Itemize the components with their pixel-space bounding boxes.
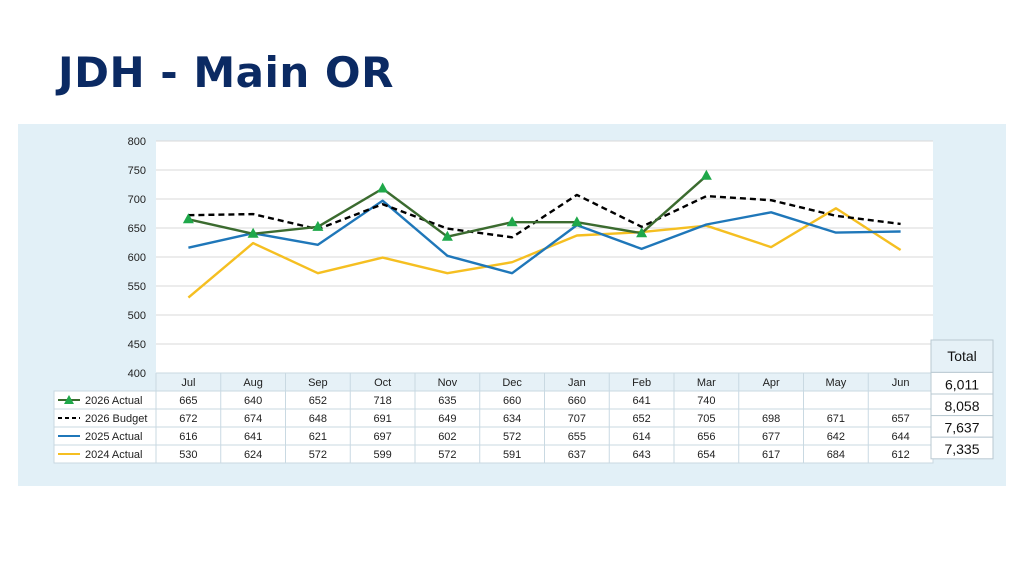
table-cell: 665 <box>179 395 197 407</box>
table-cell: 660 <box>503 395 521 407</box>
data-point-marker <box>700 169 712 180</box>
totals-value: 6,011 <box>945 376 979 392</box>
table-cell: 654 <box>697 449 715 461</box>
y-tick-label: 500 <box>128 310 146 322</box>
table-cell: 617 <box>762 449 780 461</box>
x-tick-label: Oct <box>374 377 391 389</box>
table-cell: 705 <box>697 413 715 425</box>
table-cell: 640 <box>244 395 262 407</box>
table-cell: 648 <box>309 413 327 425</box>
y-tick-label: 600 <box>128 252 146 264</box>
table-cell: 643 <box>632 449 650 461</box>
x-tick-label: Sep <box>308 377 328 389</box>
x-tick-label: Jul <box>181 377 195 389</box>
data-point-marker <box>312 220 324 231</box>
table-cell: 691 <box>373 413 391 425</box>
table-cell: 718 <box>373 395 391 407</box>
table-cell: 599 <box>373 449 391 461</box>
x-tick-label: Mar <box>697 377 716 389</box>
table-cell: 707 <box>568 413 586 425</box>
table-cell: 591 <box>503 449 521 461</box>
table-cell: 614 <box>632 431 650 443</box>
table-cell: 677 <box>762 431 780 443</box>
table-cell: 530 <box>179 449 197 461</box>
table-cell: 634 <box>503 413 521 425</box>
y-tick-label: 450 <box>128 339 146 351</box>
data-point-marker <box>571 216 583 227</box>
data-point-marker <box>636 227 648 238</box>
x-tick-label: May <box>825 377 846 389</box>
data-point-marker <box>441 230 453 241</box>
table-cell: 652 <box>632 413 650 425</box>
x-tick-label: Nov <box>438 377 458 389</box>
totals-value: 7,335 <box>944 441 979 457</box>
x-tick-label: Apr <box>763 377 780 389</box>
legend-entry: 2025 Actual <box>85 431 143 443</box>
table-cell: 672 <box>179 413 197 425</box>
table-cell: 642 <box>827 431 845 443</box>
table-cell: 656 <box>697 431 715 443</box>
legend-marker <box>64 395 74 404</box>
series-line <box>188 193 901 239</box>
table-cell: 572 <box>503 431 521 443</box>
table-cell: 637 <box>568 449 586 461</box>
data-point-marker <box>247 227 259 238</box>
table-cell: 652 <box>309 395 327 407</box>
table-cell: 671 <box>827 413 845 425</box>
table-cell: 616 <box>179 431 197 443</box>
table-cell: 641 <box>632 395 650 407</box>
data-point-marker <box>377 182 389 193</box>
table-cell: 602 <box>438 431 456 443</box>
table-cell: 644 <box>891 431 909 443</box>
x-tick-label: Aug <box>243 377 263 389</box>
legend-entry: 2026 Budget <box>85 413 147 425</box>
totals-cell <box>930 436 994 460</box>
table-cell: 612 <box>891 449 909 461</box>
table-cell: 655 <box>568 431 586 443</box>
table-cell: 572 <box>309 449 327 461</box>
totals-header: Total <box>947 348 977 364</box>
data-point-marker <box>182 213 194 224</box>
x-tick-label: Jun <box>892 377 910 389</box>
x-tick-label: Feb <box>632 377 651 389</box>
y-tick-label: 400 <box>128 368 146 380</box>
table-cell: 660 <box>568 395 586 407</box>
table-cell: 740 <box>697 395 715 407</box>
table-cell: 674 <box>244 413 262 425</box>
series-line <box>188 199 901 275</box>
data-point-marker <box>506 216 518 227</box>
table-cell: 621 <box>309 431 327 443</box>
table-cell: 697 <box>373 431 391 443</box>
totals-value: 7,637 <box>944 420 979 436</box>
x-tick-label: Jan <box>568 377 586 389</box>
table-cell: 635 <box>438 395 456 407</box>
table-cell: 624 <box>244 449 262 461</box>
table-cell: 572 <box>438 449 456 461</box>
y-tick-label: 650 <box>128 223 146 235</box>
legend-entry: 2024 Actual <box>85 449 143 461</box>
table-cell: 657 <box>891 413 909 425</box>
x-tick-label: Dec <box>502 377 522 389</box>
totals-value: 8,058 <box>944 398 979 414</box>
table-cell: 641 <box>244 431 262 443</box>
table-cell: 684 <box>827 449 845 461</box>
table-cell: 698 <box>762 413 780 425</box>
totals-header-cell <box>930 339 994 373</box>
y-tick-label: 750 <box>128 165 146 177</box>
y-tick-label: 550 <box>128 281 146 293</box>
legend-entry: 2026 Actual <box>85 395 143 407</box>
y-tick-label: 800 <box>128 136 146 148</box>
table-cell: 649 <box>438 413 456 425</box>
page-title: JDH - Main OR <box>58 48 394 97</box>
y-tick-label: 700 <box>128 194 146 206</box>
